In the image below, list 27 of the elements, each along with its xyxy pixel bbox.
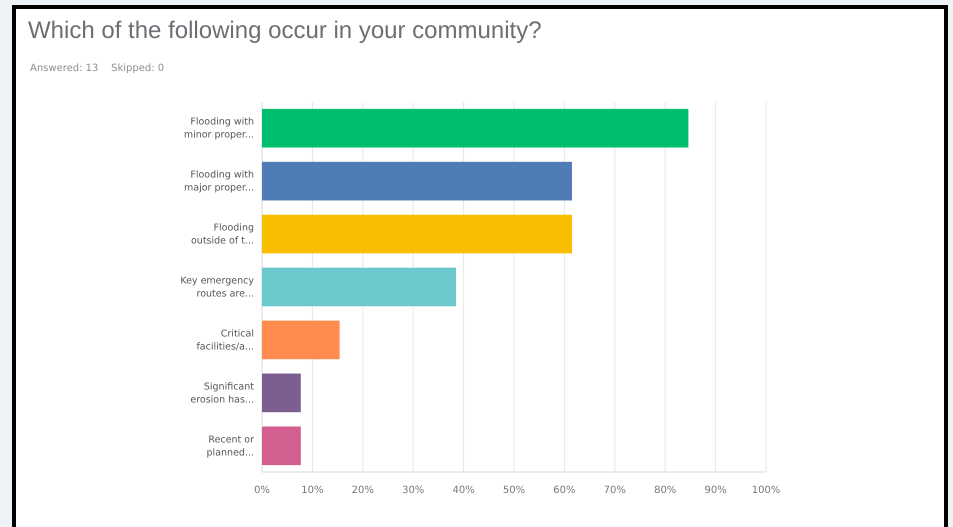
chart-title: Which of the following occur in your community? xyxy=(28,17,542,44)
y-tick-label: Significant erosion has... xyxy=(190,380,254,405)
bar xyxy=(262,108,688,148)
x-tick-label: 20% xyxy=(352,485,374,496)
x-tick-label: 70% xyxy=(604,485,626,496)
y-tick-label: Key emergency routes are... xyxy=(180,275,254,300)
y-tick-label: Flooding with major proper... xyxy=(184,169,254,194)
bar xyxy=(262,162,572,200)
x-tick-label: 100% xyxy=(752,485,780,496)
y-tick-label: Critical facilities/a... xyxy=(196,328,254,352)
bar xyxy=(262,214,572,254)
x-tick-label: 10% xyxy=(301,485,324,496)
y-tick-label: Flooding with minor proper... xyxy=(184,116,254,140)
bar xyxy=(262,426,301,466)
x-tick-label: 40% xyxy=(452,485,475,496)
bar xyxy=(262,268,456,306)
x-tick-label: 80% xyxy=(654,485,676,496)
y-tick-label: Recent or planned... xyxy=(206,434,254,458)
text: Answered: 13 Skipped: 0 xyxy=(30,63,164,74)
x-tick-label: 50% xyxy=(502,485,526,496)
x-tick-label: 90% xyxy=(704,485,727,496)
y-tick-label: Flooding outside of t... xyxy=(190,222,254,246)
bar xyxy=(262,320,340,360)
x-tick-label: 30% xyxy=(402,485,424,496)
x-tick-label: 60% xyxy=(553,485,576,496)
bar xyxy=(262,374,301,412)
x-tick-label: 0% xyxy=(254,485,270,496)
